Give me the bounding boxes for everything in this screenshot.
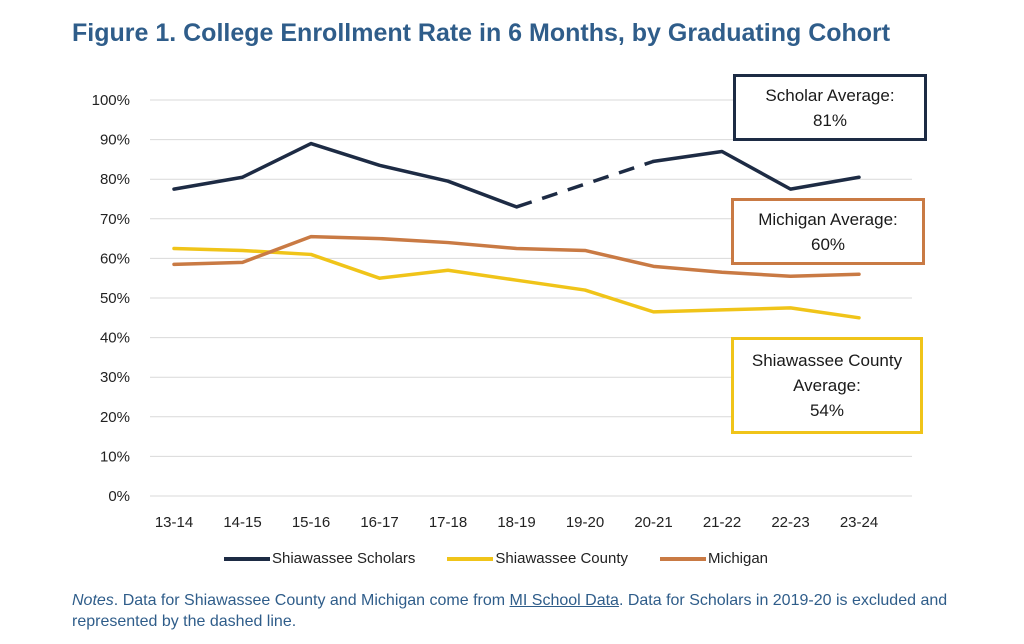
x-tick-label: 13-14 [155,514,193,531]
callout-label: Shiawassee County [751,351,903,370]
gridlines [150,99,912,497]
callout-label: Michigan Average: [758,209,898,229]
x-tick-label: 22-23 [771,514,809,531]
series-line-shiawassee-scholars [172,141,519,209]
mi-school-data-link[interactable]: MI School Data [509,592,619,609]
callout-label: Average: [793,376,861,395]
legend-item-county: Shiawassee County [447,550,628,567]
y-tick-label: 0% [108,488,130,505]
x-tick-label: 23-24 [840,514,878,531]
x-tick-label: 15-16 [292,514,330,531]
callout-label: Scholar Average: [765,85,895,105]
x-tick-label: 21-22 [703,514,741,531]
series-line-shiawassee-scholars [651,149,861,191]
county-average-callout: Shiawassee County Average: 54% [731,337,923,434]
notes-text: . Data for Shiawassee County and Michiga… [113,592,510,609]
x-tick-label: 17-18 [429,514,467,531]
y-tick-label: 70% [100,211,130,228]
legend-item-scholars: Shiawassee Scholars [224,550,415,567]
legend-label: Michigan [708,550,769,567]
series-line-michigan [172,234,861,278]
legend-swatch [224,556,270,561]
notes-text: . Data for Scholars in 2019-20 is exclud… [72,592,948,630]
series-line-shiawassee-county [172,246,861,320]
legend-label: Shiawassee County [495,550,628,567]
callout-value: 81% [812,110,847,130]
x-tick-label: 18-19 [497,514,535,531]
y-tick-label: 50% [100,290,130,307]
x-axis-ticks: 13-14 14-15 15-16 16-17 17-18 18-19 19-20 20-21… [155,514,878,531]
x-tick-label: 14-15 [223,514,261,531]
y-tick-label: 20% [100,409,130,426]
legend-swatch [447,556,494,561]
dashed-gap-line [515,159,655,209]
scholar-average-callout: Scholar Average: 81% [733,74,927,141]
y-tick-label: 60% [100,250,130,267]
x-tick-label: 20-21 [634,514,672,531]
notes: Notes. Data for Shiawassee County and Mi… [72,590,972,632]
chart-title: Figure 1. College Enrollment Rate in 6 M… [72,19,891,47]
legend-swatch [660,556,706,561]
y-tick-label: 10% [100,448,130,465]
y-tick-label: 80% [100,171,130,188]
callout-value: 60% [810,234,846,254]
legend-item-michigan: Michigan [660,550,768,567]
x-tick-label: 16-17 [360,514,398,531]
y-tick-label: 90% [100,132,130,149]
y-tick-label: 40% [100,330,130,347]
legend-label: Shiawassee Scholars [272,550,416,567]
y-axis-ticks: 0% 10% 20% 30% 40% 50% 60% 70% 80% 90% 100% [92,92,130,505]
y-tick-label: 100% [92,92,130,109]
michigan-average-callout: Michigan Average: 60% [731,198,925,265]
y-tick-label: 30% [100,369,130,386]
notes-lead: Notes [72,592,114,609]
x-tick-label: 19-20 [566,514,604,531]
series-lines [172,141,861,320]
legend: Shiawassee Scholars Shiawassee County Mi… [224,550,800,567]
callout-value: 54% [809,401,844,420]
